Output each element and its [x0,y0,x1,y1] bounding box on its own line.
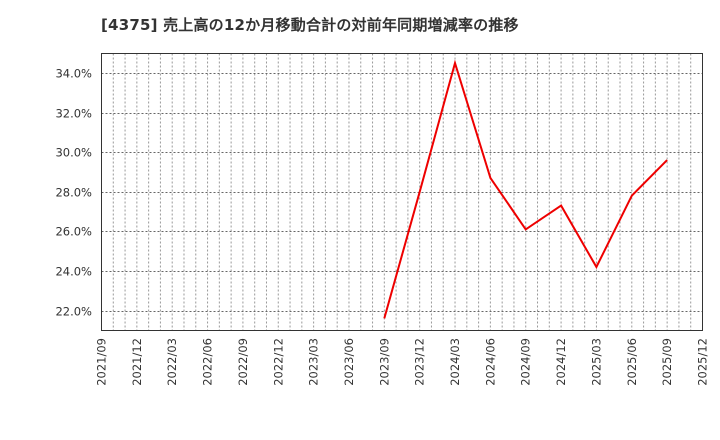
x-tick-label: 2024/09 [519,338,533,386]
y-tick-label: 32.0% [55,107,92,121]
y-tick-label: 22.0% [55,305,92,319]
y-axis: 22.0% 24.0% 26.0% 28.0% 30.0% 32.0% 34.0% [55,67,92,319]
x-tick-label: 2022/09 [236,338,250,386]
series-line [383,59,668,319]
x-tick-label: 2023/03 [307,338,321,386]
x-tick-label: 2023/06 [342,338,356,386]
y-tick-label: 24.0% [55,265,92,279]
x-tick-label: 2023/09 [377,338,391,386]
x-tick-label: 2023/12 [413,338,427,386]
x-tick-label: 2025/06 [625,338,639,386]
y-tick-label: 34.0% [55,67,92,81]
y-tick-label: 28.0% [55,186,92,200]
x-tick-label: 2025/09 [660,338,674,386]
x-tick-label: 2024/06 [483,338,497,386]
chart-title: [4375] 売上高の12か月移動合計の対前年同期増減率の推移 [101,16,519,34]
y-tick-label: 30.0% [55,146,92,160]
x-tick-label: 2022/06 [201,338,215,386]
x-axis: 2021/09 2021/12 2022/03 2022/06 2022/09 2022/… [95,338,710,386]
y-tick-label: 26.0% [55,225,92,239]
plot-area-border [101,53,703,331]
x-tick-label: 2022/12 [271,338,285,386]
x-tick-label: 2024/12 [554,338,568,386]
x-tick-label: 2024/03 [448,338,462,386]
x-tick-label: 2022/03 [165,338,179,386]
x-tick-label: 2025/12 [696,338,710,386]
x-tick-label: 2025/03 [589,338,603,386]
x-tick-label: 2021/12 [130,338,144,386]
grid-lines [101,53,703,331]
x-tick-label: 2021/09 [95,338,109,386]
